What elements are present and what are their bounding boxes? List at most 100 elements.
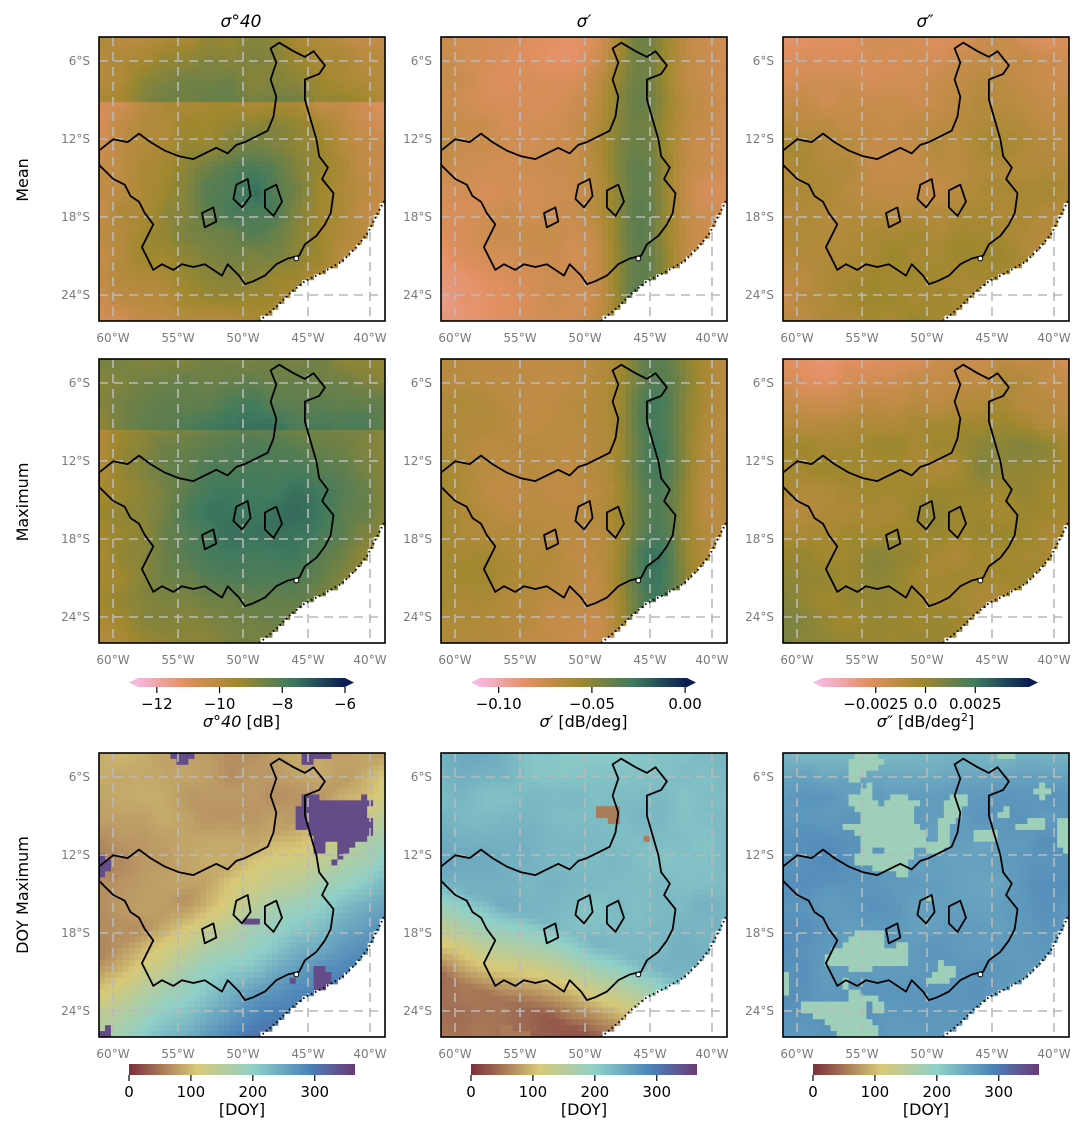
raster-cell — [589, 309, 597, 316]
raster-cell — [1063, 78, 1069, 85]
raster-cell — [488, 155, 496, 162]
raster-cell — [253, 226, 261, 233]
raster-cell — [637, 196, 645, 204]
raster-cell — [99, 143, 106, 151]
raster-cell — [542, 297, 549, 304]
raster-cell — [488, 179, 496, 186]
raster-cell — [488, 42, 496, 50]
raster-cell — [170, 84, 178, 91]
raster-cell — [99, 48, 106, 56]
raster-cell — [194, 202, 201, 210]
raster-cell — [589, 155, 597, 162]
raster-cell — [697, 84, 704, 91]
panel-frame — [440, 36, 728, 322]
raster-cell — [224, 179, 231, 186]
raster-cell — [194, 78, 201, 85]
raster-cell — [458, 66, 466, 74]
raster-cell — [703, 220, 710, 227]
raster-cell — [613, 196, 621, 204]
raster-cell — [373, 155, 380, 162]
raster-cell — [206, 303, 213, 310]
raster-cell — [955, 37, 963, 44]
raster-cell — [691, 226, 698, 233]
raster-cell — [625, 54, 633, 62]
raster-cell — [542, 48, 549, 56]
raster-cell — [679, 108, 686, 115]
raster-cell — [230, 60, 237, 68]
raster-cell — [554, 315, 561, 321]
raster-cell — [595, 78, 603, 85]
raster-cell — [337, 238, 344, 245]
raster-cell — [1003, 72, 1011, 80]
raster-cell — [236, 220, 243, 227]
raster-cell — [721, 125, 727, 133]
raster-cell — [325, 131, 332, 139]
raster-cell — [464, 214, 472, 222]
raster-cell — [116, 125, 124, 133]
raster-cell — [146, 173, 154, 180]
raster-cell — [848, 66, 856, 74]
raster-cell — [607, 167, 615, 174]
raster-cell — [289, 238, 297, 245]
raster-cell — [482, 309, 490, 316]
raster-cell — [908, 108, 915, 115]
raster-cell — [949, 48, 957, 56]
raster-cell — [518, 113, 526, 121]
raster-cell — [518, 255, 526, 263]
raster-cell — [637, 60, 645, 68]
raster-cell — [176, 108, 184, 115]
raster-cell — [788, 90, 796, 97]
raster-cell — [854, 108, 862, 115]
raster-cell — [337, 78, 344, 85]
raster-cell — [476, 37, 484, 44]
raster-cell — [307, 78, 315, 85]
raster-cell — [170, 244, 178, 251]
raster-cell — [703, 66, 710, 74]
raster-cell — [122, 250, 130, 257]
raster-cell — [331, 173, 338, 180]
raster-cell — [878, 72, 885, 80]
raster-cell — [512, 125, 520, 133]
raster-cell — [337, 190, 344, 198]
raster-cell — [896, 72, 903, 80]
raster-cell — [146, 90, 154, 97]
raster-cell — [128, 303, 136, 310]
raster-cell — [631, 267, 639, 275]
raster-cell — [158, 42, 166, 50]
raster-cell — [679, 149, 686, 156]
raster-cell — [1015, 37, 1022, 44]
raster-cell — [566, 119, 573, 127]
raster-cell — [230, 179, 237, 186]
raster-cell — [607, 273, 615, 281]
raster-cell — [518, 190, 526, 198]
raster-cell — [991, 72, 999, 80]
raster-cell — [271, 119, 279, 127]
raster-cell — [128, 208, 136, 216]
raster-cell — [518, 72, 526, 80]
raster-cell — [446, 143, 454, 151]
raster-cell — [182, 238, 189, 245]
raster-cell — [331, 220, 338, 227]
raster-cell — [937, 54, 945, 62]
raster-cell — [458, 155, 466, 162]
raster-cell — [470, 149, 478, 156]
raster-cell — [452, 173, 460, 180]
raster-cell — [379, 90, 385, 97]
raster-cell — [1027, 78, 1034, 85]
raster-cell — [691, 232, 698, 239]
raster-cell — [289, 155, 297, 162]
raster-cell — [931, 102, 939, 109]
raster-cell — [253, 60, 261, 68]
raster-cell — [783, 108, 790, 115]
raster-cell — [230, 226, 237, 233]
raster-cell — [158, 48, 166, 56]
raster-cell — [343, 220, 350, 227]
raster-cell — [854, 102, 862, 109]
raster-cell — [464, 244, 472, 251]
raster-cell — [146, 108, 154, 115]
raster-cell — [709, 78, 716, 85]
raster-cell — [206, 84, 213, 91]
raster-cell — [176, 220, 184, 227]
raster-cell — [920, 54, 927, 62]
raster-cell — [355, 167, 362, 174]
